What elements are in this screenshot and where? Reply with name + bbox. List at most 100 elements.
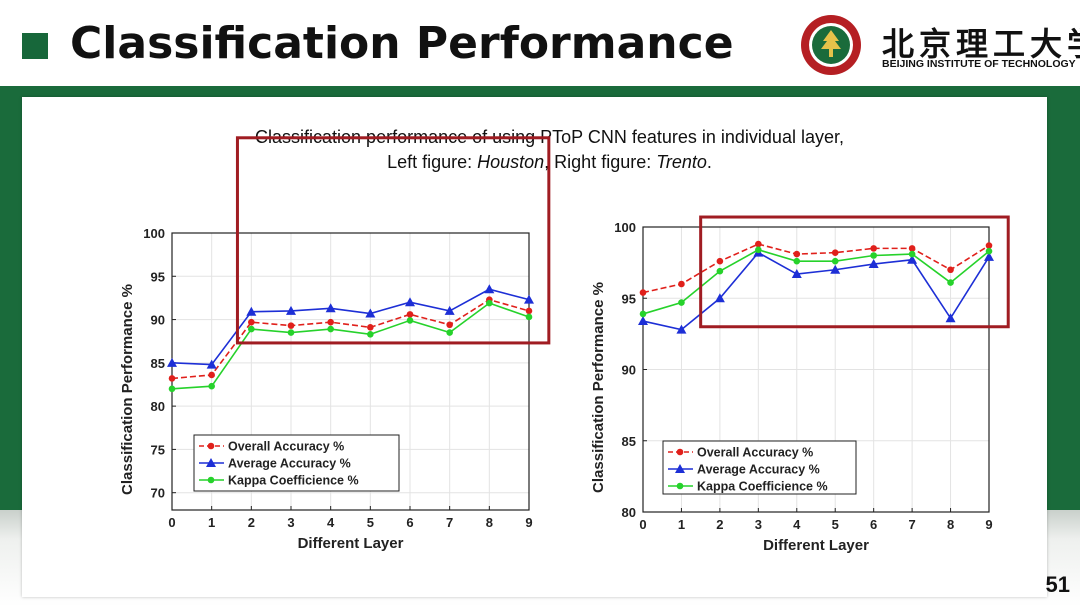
figure-caption: Classification performance of using PToP… [22, 125, 1077, 175]
series-line [171, 288, 530, 366]
data-point [365, 308, 376, 318]
y-tick-label: 80 [622, 505, 636, 520]
data-point [248, 325, 255, 333]
caption-suffix: . [706, 152, 712, 172]
data-point [791, 269, 802, 279]
legend-label: Overall Accuracy % [697, 446, 813, 460]
legend-marker [206, 458, 216, 467]
x-tick-label: 2 [248, 515, 255, 530]
data-point [327, 318, 334, 326]
data-point [716, 257, 724, 265]
data-point [208, 382, 215, 390]
chart-houston: 0 1 2 3 4 5 6 7 8 9 70 75 80 85 90 95 100 Different Layer… [119, 136, 551, 552]
data-point [638, 316, 648, 326]
caption-right-dataset: Trento [656, 152, 707, 172]
chart-trento: 0 1 2 3 4 5 6 7 8 9 80 85 90 95 100 Different Layer Clas… [590, 215, 1010, 554]
y-tick-label: 90 [622, 363, 636, 378]
data-point [868, 259, 879, 269]
data-point [908, 250, 916, 258]
x-tick-label: 6 [870, 517, 877, 532]
y-tick-label: 90 [151, 313, 165, 328]
y-tick-label: 95 [151, 269, 165, 284]
data-point [870, 252, 877, 259]
x-tick-label: 3 [287, 515, 294, 530]
data-point [484, 284, 495, 294]
data-point [831, 257, 839, 265]
series-line [642, 248, 990, 315]
data-point [755, 246, 762, 254]
data-point [486, 299, 493, 307]
data-point [525, 307, 533, 315]
data-point [246, 306, 257, 316]
legend-marker [207, 442, 215, 450]
x-tick-label: 4 [793, 517, 801, 532]
y-tick-label: 70 [151, 486, 165, 501]
x-tick-label: 1 [208, 515, 215, 530]
x-tick-label: 8 [947, 517, 954, 532]
legend-box [193, 434, 400, 492]
x-axis-label: Different Layer [763, 537, 869, 554]
data-point [168, 385, 176, 393]
data-point [367, 324, 374, 331]
x-tick-label: 6 [406, 515, 413, 530]
y-tick-label: 95 [622, 291, 636, 306]
x-tick-label: 8 [486, 515, 493, 530]
series-line [642, 243, 990, 294]
data-point [907, 254, 918, 264]
data-point [793, 257, 801, 265]
data-point [287, 329, 295, 336]
caption-line-2: Left figure: Houston, Right figure: Tren… [22, 150, 1077, 175]
y-tick-label: 100 [614, 220, 636, 235]
highlight-box [235, 136, 551, 345]
data-point [525, 313, 533, 321]
x-tick-label: 4 [327, 515, 335, 530]
legend-marker [207, 476, 215, 484]
data-point [985, 242, 993, 249]
x-tick-label: 9 [525, 515, 532, 530]
data-point [830, 264, 841, 274]
data-point [870, 245, 877, 252]
title-bullet [22, 33, 48, 59]
data-point [678, 299, 685, 306]
y-tick-label: 80 [151, 399, 165, 414]
highlight-box [699, 215, 1010, 329]
y-tick-label: 85 [622, 434, 636, 449]
legend-label: Kappa Coefficience % [228, 474, 359, 488]
x-tick-label: 3 [755, 517, 762, 532]
data-point [984, 251, 994, 261]
legend-marker [675, 464, 685, 473]
data-point [524, 294, 534, 304]
university-emblem-icon [801, 15, 861, 75]
university-name-english: BEIJING INSTITUTE OF TECHNOLOGY [882, 58, 1076, 70]
data-point [406, 311, 414, 318]
legend-label: Average Accuracy % [697, 463, 820, 477]
legend-box [662, 440, 857, 495]
data-point [405, 297, 415, 307]
data-point [639, 289, 647, 296]
data-point [287, 322, 295, 329]
x-tick-label: 0 [168, 515, 175, 530]
slide-header: Classification Performance 北京理工大学 BEIJIN… [0, 0, 1080, 86]
data-point [286, 305, 296, 315]
caption-mid: , Right figure: [544, 152, 657, 172]
data-point [947, 266, 954, 274]
data-point [908, 245, 916, 252]
caption-left-dataset: Houston [477, 152, 545, 172]
series-line [171, 298, 530, 380]
legend-marker [676, 448, 684, 456]
y-tick-label: 85 [151, 356, 165, 371]
data-point [755, 240, 762, 248]
data-point [676, 324, 687, 334]
x-tick-label: 5 [832, 517, 839, 532]
data-point [208, 371, 215, 379]
x-tick-label: 5 [367, 515, 374, 530]
data-point [446, 321, 453, 329]
y-tick-label: 75 [151, 442, 165, 457]
data-point [947, 279, 954, 286]
x-tick-label: 7 [908, 517, 915, 532]
x-tick-label: 9 [985, 517, 992, 532]
university-name-chinese: 北京理工大学 [882, 25, 1080, 63]
data-point [248, 318, 255, 326]
data-point [367, 330, 374, 338]
data-point [793, 250, 801, 258]
